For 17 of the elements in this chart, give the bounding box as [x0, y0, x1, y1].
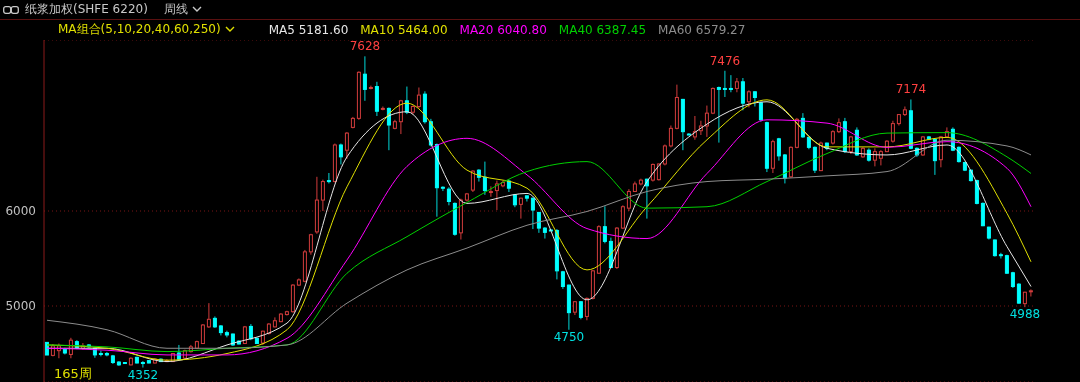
text: MA60 6579.27: [658, 22, 746, 37]
annotation: 7476: [708, 53, 742, 68]
legend-title: MA组合(5,10,20,40,60,250): [58, 21, 222, 38]
text: MA10 5464.00: [360, 22, 448, 37]
annotation: 4750: [552, 329, 586, 344]
annotation: 165周: [54, 366, 92, 381]
text: MA5 5181.60: [268, 22, 349, 37]
annotation: 7174: [894, 82, 928, 97]
chart-title: 纸浆加权(SHFE 6220): [25, 1, 148, 18]
text: MA40 6387.45: [558, 22, 647, 37]
y-tick-label: 5000: [5, 299, 36, 314]
text: MA20 6040.80: [459, 22, 547, 37]
chart-subtitle: 周线: [163, 1, 189, 18]
annotation: 7628: [348, 39, 382, 54]
y-tick-label: 6000: [5, 204, 36, 219]
annotation: 4988: [1008, 307, 1042, 322]
annotation: 4352: [126, 367, 160, 382]
